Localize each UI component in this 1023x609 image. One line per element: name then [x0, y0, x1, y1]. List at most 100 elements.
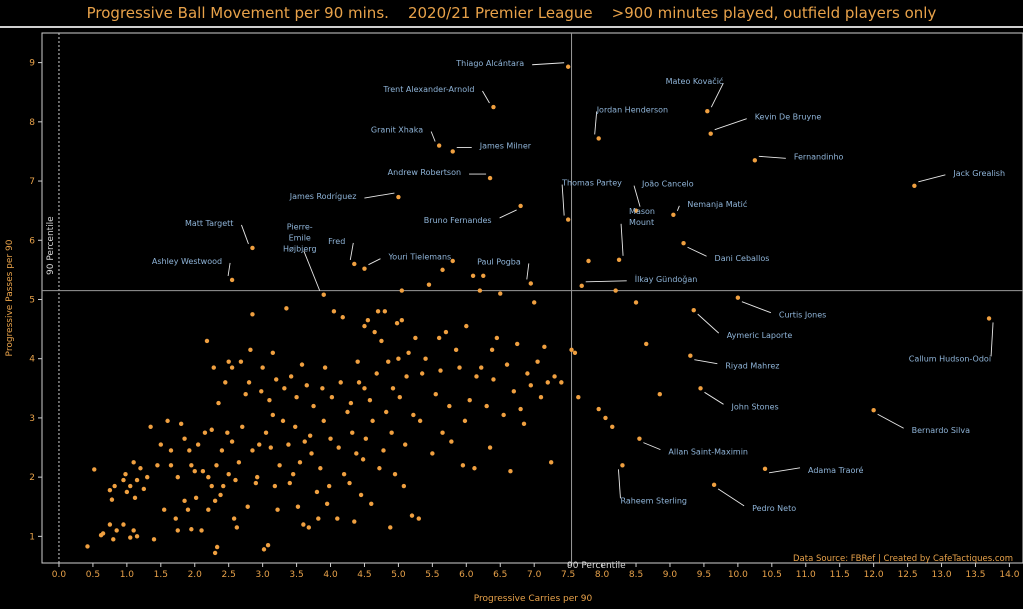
data-point: [265, 543, 271, 548]
data-point: [211, 365, 216, 370]
x-tick-label: 1.5: [154, 570, 168, 580]
data-point: [287, 480, 292, 486]
data-point: [322, 365, 328, 370]
data-point: [388, 525, 393, 530]
data-point: [390, 386, 396, 391]
labeled-point: [620, 463, 625, 468]
data-point: [151, 537, 157, 542]
labeled-point: [871, 408, 876, 413]
leader-line: [430, 131, 436, 142]
data-point: [474, 374, 479, 379]
data-point: [209, 427, 214, 432]
data-point: [263, 430, 269, 435]
data-point: [633, 300, 639, 305]
data-point: [286, 442, 291, 447]
data-point: [277, 463, 282, 468]
data-point: [124, 489, 130, 495]
y-tick-label: 8: [29, 118, 35, 128]
data-point: [340, 315, 345, 320]
data-point: [362, 386, 367, 391]
data-point: [250, 312, 255, 317]
data-point: [284, 306, 289, 311]
data-point: [603, 415, 608, 421]
point-label: Thiago Alcántara: [455, 59, 524, 68]
labeled-point: [613, 288, 618, 293]
point-label: Riyad Mahrez: [725, 362, 779, 371]
data-point: [436, 335, 442, 341]
data-point: [193, 495, 199, 501]
labeled-point: [596, 136, 601, 141]
data-point: [206, 474, 211, 480]
point-label-line: Aymeric Laporte: [727, 331, 793, 340]
data-point: [411, 412, 416, 418]
data-point: [316, 516, 321, 521]
data-point: [288, 374, 294, 379]
leader-line: [717, 488, 745, 507]
percentile-x-label: 90 Percentile: [567, 561, 626, 571]
x-tick-label: 2.0: [188, 570, 203, 580]
data-point: [596, 406, 601, 412]
data-point: [394, 320, 400, 326]
data-point: [229, 439, 235, 444]
data-point: [375, 309, 381, 314]
data-point: [306, 525, 312, 530]
data-point: [297, 460, 303, 465]
leader-line: [532, 62, 565, 66]
data-point: [260, 365, 265, 370]
labeled-point: [698, 386, 703, 391]
point-label-line: Andrew Robertson: [388, 168, 461, 177]
leader-line: [676, 205, 680, 211]
leader-line: [687, 246, 707, 257]
data-point: [274, 377, 279, 382]
leader-line: [620, 223, 624, 256]
y-tick-label: 6: [29, 236, 35, 246]
data-point: [367, 397, 373, 403]
point-label: Mason Mount: [629, 207, 655, 227]
data-point: [268, 445, 273, 450]
data-point: [243, 392, 248, 397]
x-tick-label: 14.0: [999, 570, 1019, 580]
data-point: [472, 466, 477, 471]
point-label: Aymeric Laporte: [727, 331, 793, 340]
labeled-point: [688, 353, 693, 358]
data-point: [182, 436, 187, 441]
data-point: [538, 394, 544, 400]
data-point: [200, 469, 206, 474]
data-point: [515, 341, 520, 347]
data-point: [134, 477, 140, 483]
data-point: [576, 394, 581, 400]
data-point: [229, 365, 235, 370]
data-point: [348, 400, 354, 406]
x-tick-label: 3.5: [289, 570, 303, 580]
labeled-point: [436, 143, 442, 148]
data-point: [467, 397, 472, 403]
data-point: [214, 463, 219, 468]
data-point: [438, 368, 443, 373]
data-points: [85, 64, 992, 556]
leader-line: [633, 185, 641, 207]
point-label: Allan Saint-Maximin: [668, 448, 748, 457]
labeled-point: [616, 257, 622, 263]
point-label-line: Trent Alexander-Arnold: [382, 85, 474, 94]
data-point: [209, 483, 214, 489]
leader-line: [877, 413, 904, 429]
point-label-line: Curtis Jones: [779, 311, 826, 320]
x-tick-label: 13.5: [965, 570, 985, 580]
data-point: [307, 433, 313, 438]
data-point: [302, 439, 307, 444]
data-point: [443, 329, 449, 335]
point-label-line: Paul Pogba: [477, 257, 521, 266]
data-point: [404, 374, 409, 379]
point-label: Jack Grealish: [952, 169, 1005, 178]
data-point: [214, 544, 220, 550]
data-point: [295, 504, 301, 509]
x-tick-label: 10.5: [762, 570, 782, 580]
data-point: [586, 258, 591, 264]
data-point: [460, 463, 466, 468]
data-point: [363, 436, 369, 441]
point-label-line: Thomas Partey: [561, 179, 622, 188]
data-point: [132, 495, 138, 501]
data-point: [128, 483, 133, 489]
data-point: [531, 300, 537, 305]
leader-line: [768, 467, 801, 474]
